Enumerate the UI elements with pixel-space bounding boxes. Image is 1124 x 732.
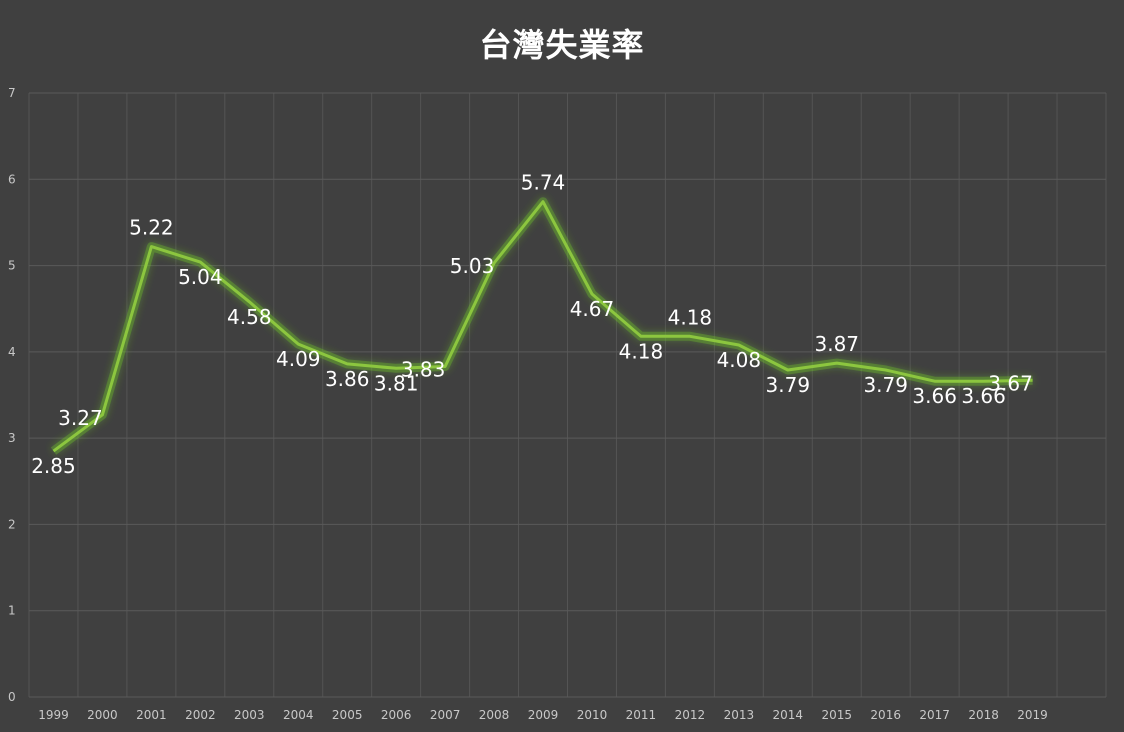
x-tick-label: 2002: [185, 708, 216, 722]
x-tick-label: 2017: [919, 708, 950, 722]
data-label: 5.74: [521, 171, 566, 195]
chart-title: 台灣失業率: [479, 26, 645, 64]
data-label: 3.79: [863, 373, 908, 397]
data-label: 3.67: [988, 371, 1033, 395]
x-tick-label: 2007: [430, 708, 461, 722]
x-tick-label: 2010: [577, 708, 608, 722]
x-tick-label: 1999: [38, 708, 69, 722]
x-tick-label: 2011: [626, 708, 657, 722]
data-label: 5.22: [129, 216, 174, 240]
data-label: 3.66: [961, 384, 1006, 408]
data-label: 3.66: [912, 384, 957, 408]
data-label: 5.03: [450, 254, 495, 278]
x-tick-label: 2019: [1017, 708, 1048, 722]
x-tick-label: 2013: [724, 708, 755, 722]
x-tick-label: 2000: [87, 708, 118, 722]
series-line: [52, 200, 1033, 453]
y-tick-label: 6: [8, 172, 16, 186]
axes: 0 1 2 3 4 5 6 7 1999 2000 2001 2002 2003 2004 2005 2006…: [8, 86, 1048, 722]
x-tick-label: 2012: [675, 708, 706, 722]
x-tick-label: 2016: [870, 708, 901, 722]
y-tick-label: 4: [8, 345, 16, 359]
data-label: 4.67: [570, 297, 615, 321]
x-tick-label: 2018: [968, 708, 999, 722]
y-tick-label: 7: [8, 86, 16, 100]
x-tick-label: 2001: [136, 708, 167, 722]
x-tick-label: 2004: [283, 708, 314, 722]
y-tick-label: 1: [8, 604, 16, 618]
data-label: 3.81: [374, 371, 419, 395]
data-label: 3.86: [325, 367, 370, 391]
x-tick-label: 2006: [381, 708, 412, 722]
data-label: 4.18: [619, 339, 664, 363]
y-tick-label: 2: [8, 517, 16, 531]
x-tick-label: 2009: [528, 708, 559, 722]
data-label: 3.79: [766, 373, 811, 397]
y-tick-label: 3: [8, 431, 16, 445]
grid: [28, 92, 1107, 698]
data-label: 4.08: [717, 348, 762, 372]
data-label: 5.04: [178, 265, 223, 289]
y-tick-label: 0: [8, 690, 16, 704]
x-tick-label: 2008: [479, 708, 510, 722]
data-label: 4.09: [276, 347, 321, 371]
x-tick-label: 2015: [821, 708, 852, 722]
data-labels: 2.85 3.27 5.22 5.044.584.093.86 3.813.83 5.03…: [31, 171, 1033, 478]
data-label: 3.83: [401, 358, 446, 382]
data-label: 4.18: [668, 305, 713, 329]
y-tick-label: 5: [8, 259, 16, 273]
data-label: 2.85: [31, 454, 76, 478]
data-label: 4.58: [227, 305, 272, 329]
series: [50, 197, 1033, 455]
x-tick-label: 2005: [332, 708, 363, 722]
x-tick-label: 2003: [234, 708, 265, 722]
series-line-glow: [50, 197, 1033, 455]
data-label: 3.87: [814, 332, 859, 356]
x-tick-label: 2014: [773, 708, 804, 722]
data-label: 3.27: [58, 406, 103, 430]
